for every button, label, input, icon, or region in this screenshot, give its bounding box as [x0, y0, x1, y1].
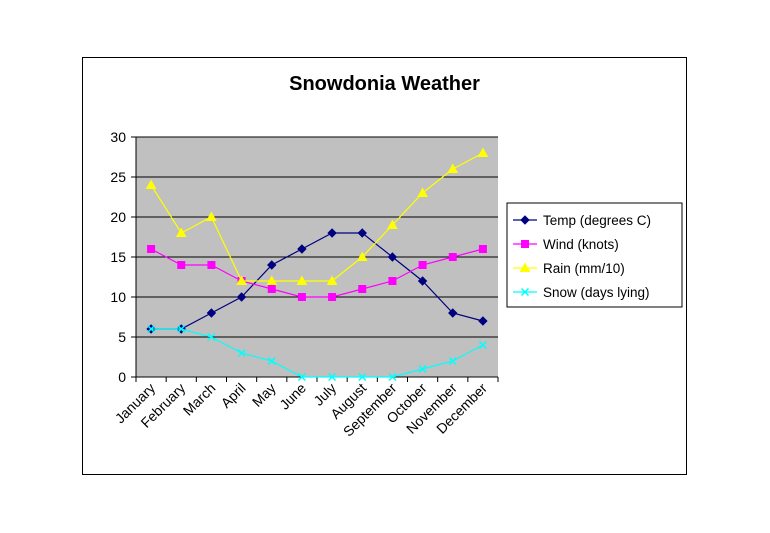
data-point-stroke — [297, 372, 306, 382]
data-point — [147, 324, 156, 334]
y-tick-label: 20 — [110, 209, 126, 225]
data-point — [326, 275, 338, 285]
data-point — [478, 245, 487, 253]
legend-label: Rain (mm/10) — [543, 261, 625, 276]
legend-entry: Wind (knots) — [513, 237, 619, 252]
data-point — [267, 260, 277, 270]
data-point — [447, 163, 459, 173]
data-point-stroke — [418, 364, 427, 374]
data-point — [177, 324, 186, 334]
data-point-stroke — [328, 372, 337, 382]
data-point — [266, 275, 278, 285]
data-point — [296, 275, 308, 285]
legend-label: Temp (degrees C) — [543, 213, 651, 228]
data-point — [175, 227, 187, 237]
x-tick-label: June — [276, 380, 309, 413]
series-line — [151, 328, 484, 378]
data-point — [145, 179, 157, 189]
chart-title: Snowdonia Weather — [289, 73, 480, 95]
data-point — [387, 252, 398, 262]
data-point — [388, 372, 397, 382]
data-point-stroke — [267, 356, 276, 366]
data-point-stroke — [358, 372, 367, 382]
series — [145, 147, 489, 382]
series-rain — [145, 147, 489, 285]
data-point — [448, 356, 457, 366]
data-point — [387, 219, 398, 229]
series-line — [150, 152, 484, 282]
y-tick-label: 0 — [118, 369, 126, 385]
data-point — [520, 287, 530, 297]
data-point-stroke — [147, 324, 156, 334]
data-point-stroke — [237, 348, 246, 358]
data-point — [388, 277, 397, 285]
data-point — [478, 316, 488, 326]
data-point-stroke — [177, 324, 186, 334]
data-point — [520, 215, 530, 225]
x-tick-label: March — [180, 380, 219, 419]
legend-entry: Snow (days lying) — [513, 285, 650, 300]
data-point — [356, 251, 368, 261]
legend-entry: Temp (degrees C) — [513, 213, 651, 228]
data-point — [328, 372, 337, 382]
data-point — [147, 245, 156, 253]
data-point — [418, 364, 427, 374]
data-point-stroke — [207, 332, 216, 342]
data-point — [236, 292, 247, 302]
data-point — [519, 262, 531, 272]
y-axis-ticks: 0 5 10 15 20 25 30 — [110, 129, 136, 385]
legend-label: Snow (days lying) — [543, 285, 650, 300]
data-point-stroke — [448, 356, 457, 366]
series-line — [150, 248, 484, 298]
y-tick-label: 5 — [118, 329, 126, 345]
data-point — [358, 372, 367, 382]
data-point — [521, 240, 529, 248]
data-point-stroke — [520, 287, 530, 297]
y-tick-label: 30 — [110, 129, 126, 145]
data-point — [206, 308, 217, 318]
x-tick-label: April — [218, 380, 249, 411]
data-point — [207, 261, 216, 269]
gridlines — [136, 136, 498, 338]
data-point — [418, 261, 427, 269]
series-line — [151, 232, 484, 330]
data-point — [267, 356, 276, 366]
legend: Temp (degrees C) Wind (knots) Rain (mm/10)… — [506, 202, 683, 308]
data-point — [358, 285, 367, 293]
y-tick-label: 25 — [110, 169, 126, 185]
data-point — [357, 228, 367, 238]
data-point — [177, 261, 186, 269]
data-point — [206, 211, 217, 221]
y-tick-label: 15 — [110, 249, 126, 265]
data-point — [477, 147, 489, 157]
data-point — [448, 308, 458, 318]
data-point — [417, 187, 428, 197]
y-tick-label: 10 — [110, 289, 126, 305]
data-point — [207, 332, 216, 342]
x-tick-label: May — [249, 380, 279, 410]
data-point — [237, 348, 246, 358]
data-point — [297, 293, 306, 301]
legend-entry: Rain (mm/10) — [513, 261, 625, 276]
data-point — [327, 228, 337, 238]
data-point — [297, 244, 307, 254]
data-point — [236, 275, 247, 285]
data-point — [417, 276, 428, 286]
data-point — [328, 293, 337, 301]
series-snow — [147, 324, 487, 382]
data-point — [448, 253, 457, 261]
data-point-stroke — [478, 340, 487, 350]
data-point — [478, 340, 487, 350]
series-temp — [146, 228, 488, 334]
data-point-stroke — [388, 372, 397, 382]
data-point — [297, 372, 306, 382]
data-point — [267, 285, 276, 293]
legend-label: Wind (knots) — [543, 237, 619, 252]
